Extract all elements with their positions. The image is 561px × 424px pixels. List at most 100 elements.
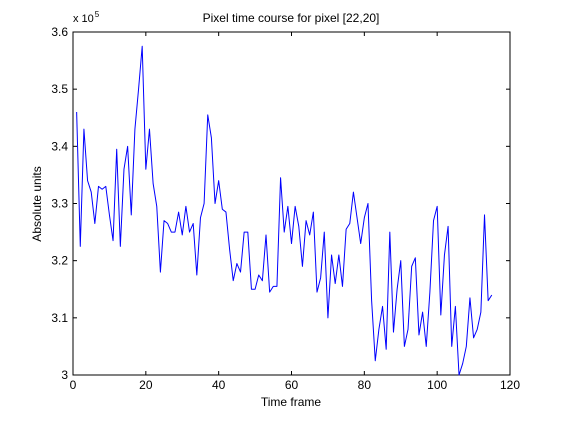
data-point	[422, 312, 423, 313]
data-point	[87, 180, 88, 181]
data-point	[426, 346, 427, 347]
data-point	[167, 223, 168, 224]
data-point	[302, 266, 303, 267]
data-point	[164, 220, 165, 221]
data-point	[455, 306, 456, 307]
data-point	[218, 180, 219, 181]
data-point	[324, 232, 325, 233]
data-point	[138, 89, 139, 90]
data-point	[145, 169, 146, 170]
data-point	[244, 232, 245, 233]
data-point	[80, 246, 81, 247]
data-point	[233, 280, 234, 281]
data-point	[83, 129, 84, 130]
data-point	[200, 217, 201, 218]
data-point	[215, 203, 216, 204]
data-point	[127, 146, 128, 147]
data-point	[189, 232, 190, 233]
data-point	[451, 346, 452, 347]
x-axis: 0 20 40 60 80 100 120	[70, 32, 520, 392]
plot-frame	[72, 31, 511, 376]
data-point	[353, 192, 354, 193]
x-axis-label: Time frame	[261, 395, 322, 409]
data-point	[459, 375, 460, 376]
data-point	[444, 254, 445, 255]
data-point	[160, 272, 161, 273]
y-tick-label: 3.1	[51, 311, 68, 325]
data-point	[109, 214, 110, 215]
data-point	[120, 246, 121, 247]
data-point	[196, 274, 197, 275]
data-point	[411, 266, 412, 267]
data-point	[142, 46, 143, 47]
data-point	[375, 360, 376, 361]
data-point	[357, 217, 358, 218]
y-tick-label: 3.3	[51, 197, 68, 211]
data-point	[174, 232, 175, 233]
x-tick-label: 80	[358, 378, 372, 392]
data-point	[266, 234, 267, 235]
y-tick-label: 3.6	[51, 25, 68, 39]
data-point	[477, 329, 478, 330]
data-point	[309, 234, 310, 235]
data-point	[204, 203, 205, 204]
data-point	[262, 280, 263, 281]
data-point	[313, 212, 314, 213]
data-point	[276, 286, 277, 287]
data-point	[247, 232, 248, 233]
data-point	[404, 346, 405, 347]
data-point	[480, 312, 481, 313]
y-axis: 3 3.1 3.2 3.3 3.4 3.5 3.6	[51, 25, 510, 382]
data-point	[113, 240, 114, 241]
data-point	[76, 112, 77, 113]
data-point	[236, 263, 237, 264]
data-point	[291, 243, 292, 244]
data-point	[448, 226, 449, 227]
data-point	[349, 223, 350, 224]
data-point	[440, 314, 441, 315]
data-point	[211, 137, 212, 138]
data-point	[134, 129, 135, 130]
data-point	[342, 286, 343, 287]
data-point	[378, 329, 379, 330]
data-point	[284, 232, 285, 233]
data-point	[316, 292, 317, 293]
data-point	[131, 214, 132, 215]
y-multiplier-base: x 10	[73, 13, 94, 25]
y-tick-label: 3.5	[51, 82, 68, 96]
data-point	[433, 220, 434, 221]
data-point	[364, 217, 365, 218]
data-point	[367, 203, 368, 204]
data-point	[389, 232, 390, 233]
data-point	[418, 334, 419, 335]
data-point	[320, 277, 321, 278]
y-tick-label: 3	[61, 368, 68, 382]
data-point	[437, 206, 438, 207]
data-point	[171, 232, 172, 233]
x-tick-label: 120	[500, 378, 520, 392]
data-point	[295, 206, 296, 207]
data-point	[269, 292, 270, 293]
data-point	[331, 254, 332, 255]
data-point	[484, 214, 485, 215]
y-axis-label: Absolute units	[30, 166, 44, 241]
data-point	[240, 272, 241, 273]
x-tick-label: 100	[427, 378, 447, 392]
data-point	[255, 289, 256, 290]
data-point	[273, 286, 274, 287]
data-point	[222, 209, 223, 210]
y-tick-label: 3.4	[51, 139, 68, 153]
data-point	[327, 317, 328, 318]
data-point	[149, 129, 150, 130]
data-point	[251, 289, 252, 290]
data-point	[178, 212, 179, 213]
data-point	[229, 249, 230, 250]
data-point	[415, 257, 416, 258]
data-point	[473, 337, 474, 338]
data-point	[225, 212, 226, 213]
data-point	[207, 114, 208, 115]
x-tick-label: 60	[285, 378, 299, 392]
data-point	[360, 243, 361, 244]
data-point	[462, 363, 463, 364]
